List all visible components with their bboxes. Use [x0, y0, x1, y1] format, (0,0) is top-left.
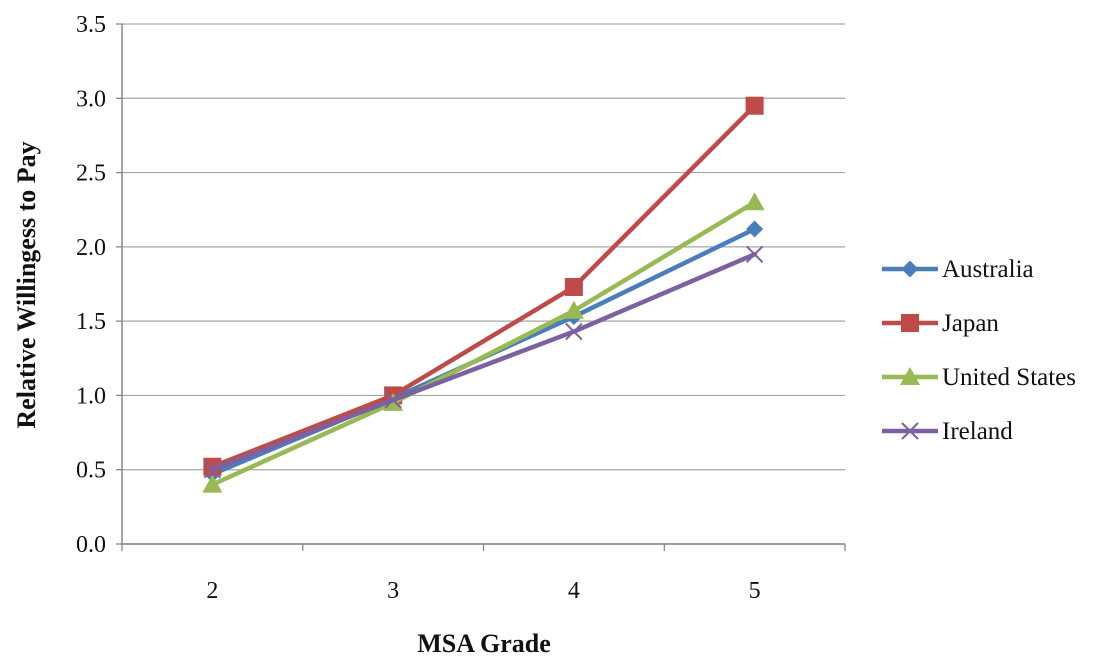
series-line-united-states	[210, 200, 757, 487]
x-tick-label: 4	[568, 578, 580, 604]
legend-label: Ireland	[942, 418, 1013, 445]
x-tick-label: 2	[206, 578, 218, 604]
x-tick-label: 3	[387, 578, 399, 604]
legend-marker	[901, 314, 919, 332]
data-point-japan	[745, 96, 764, 115]
data-point-united-states	[744, 192, 765, 211]
legend-marker	[900, 367, 920, 385]
series-ireland	[203, 245, 764, 479]
y-tick-label: 0.0	[76, 532, 106, 558]
legend-label: Japan	[942, 310, 999, 337]
y-tick-label: 0.5	[76, 458, 106, 484]
legend-marker	[901, 260, 919, 278]
legend-label: United States	[942, 364, 1076, 391]
legend: Australia Japan United States Ireland	[882, 256, 1076, 445]
series-line-ireland	[210, 252, 757, 472]
data-point-ireland	[745, 245, 764, 263]
data-point-japan	[564, 277, 583, 296]
data-point-ireland	[565, 322, 583, 341]
series-line-japan	[210, 103, 757, 469]
x-axis-title: MSA Grade	[417, 629, 551, 658]
y-tick-label: 3.0	[76, 86, 106, 112]
legend-item-japan: Japan	[882, 310, 999, 337]
tick-labels: 0.0 0.5 1.0 1.5 2.0 2.5 3.0 3.5 2 3 4 5	[76, 12, 761, 604]
axes	[116, 23, 846, 551]
legend-item-australia: Australia	[882, 256, 1034, 283]
legend-marker	[901, 422, 919, 440]
series-australia	[203, 220, 764, 483]
y-tick-label: 1.5	[76, 309, 106, 335]
x-tick-label: 5	[749, 578, 761, 604]
data-point-australia	[746, 220, 764, 238]
data-point-japan	[203, 457, 222, 476]
data-point-united-states	[563, 300, 584, 319]
data-point-united-states	[202, 474, 223, 493]
y-tick-label: 1.0	[76, 383, 106, 409]
y-tick-label: 2.0	[76, 235, 106, 261]
legend-item-ireland: Ireland	[882, 418, 1013, 445]
legend-label: Australia	[942, 256, 1034, 283]
data-point-ireland	[203, 461, 222, 479]
plot-series	[202, 96, 765, 493]
y-axis-title: Relative Willingess to Pay	[12, 141, 41, 428]
y-tick-label: 3.5	[76, 12, 106, 38]
y-tick-label: 2.5	[76, 161, 106, 187]
data-point-ireland	[384, 391, 402, 409]
gridlines	[122, 23, 845, 471]
legend-item-united-states: United States	[882, 364, 1076, 391]
